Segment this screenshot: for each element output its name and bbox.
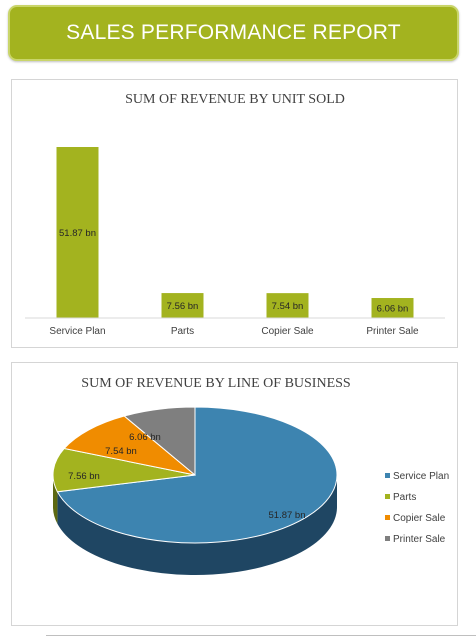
- report-title: SALES PERFORMANCE REPORT: [66, 21, 401, 45]
- bar-category-label-copier-sale: Copier Sale: [261, 326, 314, 337]
- footer-divider: [46, 635, 476, 636]
- legend-swatch-printer-sale: [385, 536, 390, 541]
- pie-value-label-service-plan: 51.87 bn: [269, 510, 306, 521]
- bar-chart-title: SUM OF REVENUE BY UNIT SOLD: [125, 92, 345, 107]
- legend-label-parts: Parts: [393, 492, 416, 503]
- legend-label-printer-sale: Printer Sale: [393, 534, 446, 545]
- legend-swatch-parts: [385, 494, 390, 499]
- legend-swatch-service-plan: [385, 473, 390, 478]
- bar-category-label-service-plan: Service Plan: [49, 326, 105, 337]
- bar-category-label-printer-sale: Printer Sale: [366, 326, 419, 337]
- pie-chart-title: SUM OF REVENUE BY LINE OF BUSINESS: [81, 376, 350, 391]
- legend-swatch-copier-sale: [385, 515, 390, 520]
- bar-value-label-printer-sale: 6.06 bn: [377, 304, 409, 315]
- pie-chart: SUM OF REVENUE BY LINE OF BUSINESS 51.87…: [12, 363, 459, 627]
- bar-chart: SUM OF REVENUE BY UNIT SOLD 51.87 bn Serv…: [12, 80, 459, 349]
- pie-value-label-copier-sale: 7.54 bn: [105, 446, 137, 457]
- pie-value-label-printer-sale: 6.06 bn: [129, 432, 161, 443]
- bar-category-label-parts: Parts: [171, 326, 194, 337]
- legend-label-copier-sale: Copier Sale: [393, 513, 446, 524]
- pie-value-label-parts: 7.56 bn: [68, 471, 100, 482]
- bar-value-label-parts: 7.56 bn: [167, 301, 199, 312]
- report-banner: SALES PERFORMANCE REPORT: [8, 5, 459, 61]
- bar-value-label-copier-sale: 7.54 bn: [272, 301, 304, 312]
- bar-value-label-service-plan: 51.87 bn: [59, 228, 96, 239]
- bar-chart-panel: SUM OF REVENUE BY UNIT SOLD 51.87 bn Serv…: [11, 79, 458, 348]
- legend-label-service-plan: Service Plan: [393, 471, 449, 482]
- pie-chart-panel: SUM OF REVENUE BY LINE OF BUSINESS 51.87…: [11, 362, 458, 626]
